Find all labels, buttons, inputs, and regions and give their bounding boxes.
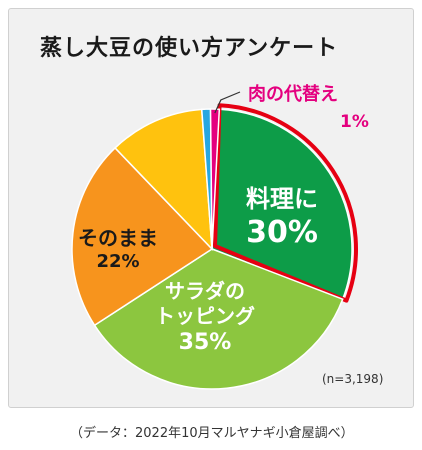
slice-label-as-is-line: そのまま — [78, 226, 158, 250]
slice-label-salad-topping-line: トッピング — [155, 304, 255, 328]
slice-meat-substitute — [209, 108, 221, 250]
slice-salad-topping — [93, 248, 344, 390]
slice-as-is — [71, 146, 214, 327]
slice-label-cooking-line: 料理に — [246, 185, 318, 213]
data-source-note: （データ：2022年10月マルヤナギ小倉屋調べ） — [70, 426, 354, 441]
callout-leader-line — [214, 91, 241, 114]
sample-size-note: (n=3,198) — [322, 372, 384, 386]
highlight-outline — [213, 103, 358, 303]
slice-other — [114, 108, 213, 252]
slice-value-salad-topping: 35% — [178, 330, 232, 355]
slice-label-cooking: 料理に 30% — [246, 184, 318, 252]
slice-label-as-is: そのまま 22% — [78, 226, 158, 274]
slice-value-as-is: 22% — [96, 251, 140, 272]
chart-title: 蒸し大豆の使い方アンケート — [40, 36, 339, 61]
callout-value-meat-substitute: 1% — [340, 112, 369, 132]
callout-label-meat-substitute: 肉の代替え — [248, 84, 338, 105]
slice-label-salad-topping-line: サラダの — [165, 279, 245, 303]
slice-label-salad-topping: サラダの トッピング 35% — [155, 279, 255, 357]
slice-cooking — [211, 108, 353, 301]
slice-value-cooking: 30% — [246, 215, 318, 250]
